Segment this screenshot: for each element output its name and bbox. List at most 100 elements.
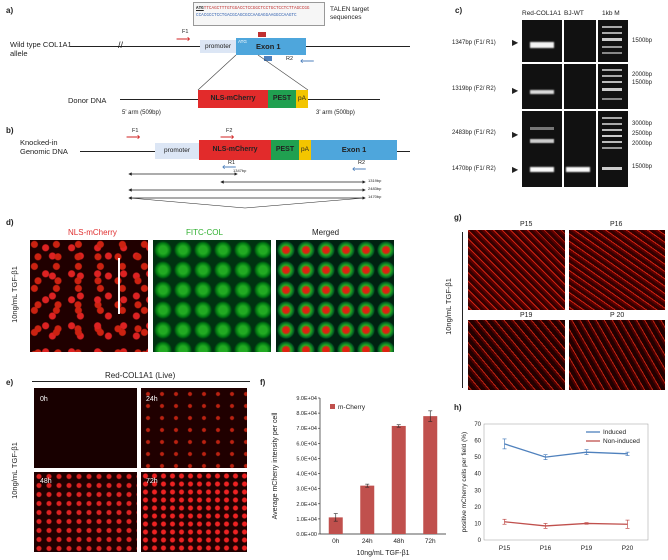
d-title-mcherry: NLS-mCherry <box>68 228 117 237</box>
legend-label: m-Cherry <box>338 404 366 411</box>
g-title-p20: P 20 <box>610 312 625 319</box>
panel-b-letter: b) <box>6 126 14 135</box>
e-image-48h <box>34 472 137 552</box>
e-header-line <box>32 381 250 382</box>
gel4-arrow: ▶ <box>512 165 519 174</box>
gel1-label: 1347bp (F1/ R1) <box>452 40 496 46</box>
r2-marker <box>264 56 272 61</box>
exon1-box: ATG Exon 1 <box>236 38 306 55</box>
amplicon-size-3: 2483bp <box>368 186 382 191</box>
g-title-p16: P16 <box>610 221 623 228</box>
e-image-0h <box>34 388 137 468</box>
bar <box>423 416 438 534</box>
e-side-label: 10ng/mL TGF-β1 <box>9 442 19 499</box>
gel-band <box>530 90 554 94</box>
b-r1-label: R1 <box>228 160 236 166</box>
series-line <box>504 443 628 458</box>
gel3-marker-3000: 3000bp <box>632 121 653 127</box>
talen-label: TALEN target sequences <box>330 6 369 21</box>
break-mark: // <box>118 40 124 50</box>
y-tick-label: 1.0E+04 <box>296 517 317 523</box>
b-r2-label: R2 <box>358 160 366 166</box>
d-image-fitc <box>153 240 271 352</box>
g-image-p15 <box>468 230 565 310</box>
g-image-p16 <box>569 230 665 310</box>
x-tick-label: 48h <box>393 538 404 545</box>
arm3-label: 3' arm (500bp) <box>316 110 355 116</box>
d-image-merged <box>276 240 394 352</box>
y-tick-label: 5.0E+04 <box>296 456 317 462</box>
atg-codon: ATG <box>196 6 204 11</box>
g-title-p19: P19 <box>520 312 533 319</box>
gel-band <box>566 167 590 172</box>
seq-line-2: CCACGCCTCCTGACGCAGCGCCAAGAGGAAGGCCAAGTC <box>196 13 297 18</box>
r2-label: R2 <box>286 56 294 62</box>
gel1-arrow: ▶ <box>512 38 519 47</box>
legend-swatch <box>330 404 335 409</box>
lane-1kb-m: 1kb M <box>602 10 620 17</box>
promoter-box: promoter <box>200 40 236 53</box>
b-promoter-box: promoter <box>155 143 199 159</box>
gel-row-2 <box>522 64 628 109</box>
g-image-p20 <box>569 320 665 390</box>
y-tick-label: 30 <box>474 488 481 494</box>
e-time-0h: 0h <box>40 396 48 403</box>
b-f1-arrow: ⟶ <box>126 132 141 143</box>
knockin-label-2: Genomic DNA <box>20 147 68 156</box>
d-image-mcherry <box>30 240 148 352</box>
gel-band <box>530 127 554 130</box>
b-r1-arrow: ⟵ <box>222 162 237 173</box>
legend-label: Induced <box>603 429 627 436</box>
x-tick-label: P15 <box>499 545 511 552</box>
gel-band <box>530 139 554 143</box>
y-tick-label: 2.0E+04 <box>296 502 317 508</box>
x-axis-label: 10ng/mL TGF-β1 <box>356 550 409 557</box>
y-tick-label: 0.0E+00 <box>296 532 317 538</box>
y-tick-label: 8.0E+04 <box>296 411 317 417</box>
panel-h-letter: h) <box>454 403 462 412</box>
talen-sequence-box: ATGTTCAGCTTTGTGGACCTCCGGCTCCTGCTCCTCTTAG… <box>193 2 325 26</box>
panel-f-letter: f) <box>260 378 266 387</box>
y-tick-label: 9.0E+04 <box>296 396 317 402</box>
gel2-arrow: ▶ <box>512 86 519 95</box>
gel-band <box>530 167 554 172</box>
x-tick-label: 24h <box>362 538 373 545</box>
x-tick-label: 72h <box>425 538 436 545</box>
y-tick-label: 3.0E+04 <box>296 487 317 493</box>
knockin-label-1: Knocked-in <box>20 138 58 147</box>
gel-band <box>530 42 554 48</box>
e-image-24h <box>141 388 247 468</box>
talen-site-marker <box>258 32 266 37</box>
d-title-merged: Merged <box>312 228 340 237</box>
gel3-label: 2483bp (F1/ R2) <box>452 130 496 136</box>
y-tick-label: 0 <box>478 538 482 544</box>
x-tick-label: 0h <box>332 538 340 545</box>
b-exon1: Exon 1 <box>311 140 397 160</box>
series-line <box>504 521 628 527</box>
panel-g-letter: g) <box>454 213 462 222</box>
gel3-marker-2500: 2500bp <box>632 131 653 137</box>
allele-label: Wild type COL1A1 allele <box>10 40 72 58</box>
y-tick-label: 20 <box>474 505 481 511</box>
b-pest: PEST <box>271 140 299 160</box>
b-r2-arrow: ⟵ <box>352 164 367 175</box>
gel3-marker-2000: 2000bp <box>632 141 653 147</box>
f1-label: F1 <box>182 29 189 35</box>
b-f1-label: F1 <box>132 128 139 134</box>
b-nls-mcherry: NLS-mCherry <box>199 140 271 160</box>
donor-pa: pA <box>296 90 308 108</box>
f1-arrow: ⟶ <box>176 34 191 45</box>
gel2-label: 1319bp (F2/ R2) <box>452 86 496 92</box>
gel4-label: 1470bp (F1/ R2) <box>452 166 496 172</box>
g-side-label: 10ng/mL TGF-β1 <box>443 278 453 335</box>
e-image-72h <box>141 472 247 552</box>
x-tick-label: P16 <box>540 545 552 552</box>
panel-e-letter: e) <box>6 378 14 387</box>
y-axis-label: Average mCherry intensity per cell <box>272 412 279 519</box>
donor-pest: PEST <box>268 90 296 108</box>
e-time-24h: 24h <box>146 396 158 403</box>
r2-arrow: ⟵ <box>300 56 315 67</box>
gel1-marker-1500: 1500bp <box>632 38 653 44</box>
amplicon-size-4: 1470bp <box>368 194 382 199</box>
d-side-label: 10ng/mL TGF-β1 <box>9 266 19 323</box>
